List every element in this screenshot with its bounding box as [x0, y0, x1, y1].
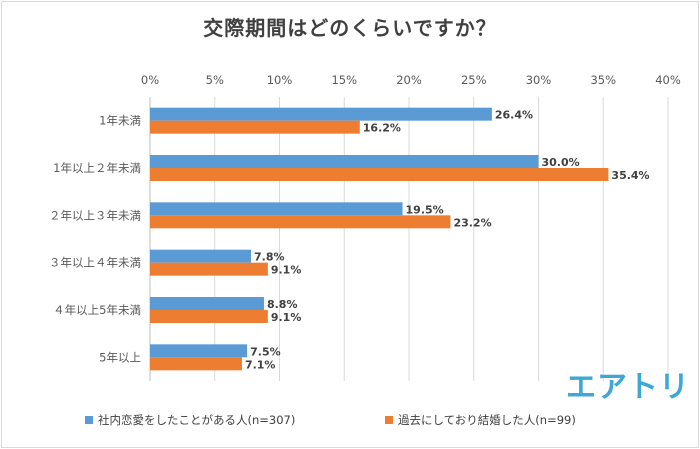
x-tick-label: 25%: [461, 73, 487, 87]
category-label: ３年以上４年未満: [49, 256, 141, 270]
bar: [150, 262, 268, 276]
bar: [150, 155, 539, 168]
category-label: 1年未満: [99, 114, 141, 128]
bar: [150, 120, 360, 134]
data-label: 7.8%: [254, 251, 285, 264]
legend-swatch-series-2: [385, 416, 393, 424]
chart-title: 交際期間はどのくらいですか？: [203, 16, 497, 40]
x-tick-label: 10%: [267, 73, 293, 87]
category-label: ２年以上３年未満: [49, 208, 141, 222]
category-label: 1年以上２年未満: [53, 161, 141, 175]
bar: [150, 297, 264, 310]
data-label: 35.4%: [611, 169, 649, 182]
x-tick-label: 30%: [526, 73, 552, 87]
legend-swatch-series-1: [85, 416, 93, 424]
x-tick-label: 0%: [141, 73, 159, 87]
x-tick-label: 20%: [396, 73, 422, 87]
data-label: 7.1%: [245, 358, 276, 371]
x-tick-label: 35%: [590, 73, 616, 87]
legend-item-series-2: 過去にしており結婚した人(n=99): [385, 412, 576, 428]
legend-item-series-1: 社内恋愛をしたことがある人(n=307): [85, 412, 295, 428]
x-tick-label: 5%: [206, 73, 224, 87]
data-label: 9.1%: [271, 311, 302, 324]
data-label: 16.2%: [363, 122, 401, 135]
data-label: 8.8%: [267, 298, 298, 311]
bar: [150, 249, 252, 263]
data-label: 19.5%: [406, 203, 444, 216]
bar: [150, 168, 609, 181]
bar: [150, 107, 492, 121]
legend-label-series-1: 社内恋愛をしたことがある人(n=307): [98, 413, 296, 427]
bar: [150, 215, 451, 229]
data-label: 26.4%: [495, 109, 533, 122]
brand-logo: エアトリ: [566, 370, 690, 405]
data-label: 9.1%: [271, 264, 302, 277]
bar: [150, 344, 248, 358]
x-tick-label: 40%: [655, 73, 681, 87]
x-tick-label: 15%: [331, 73, 357, 87]
bar: [150, 357, 242, 371]
data-label: 30.0%: [542, 156, 580, 169]
category-label: ４年以上5年未満: [53, 303, 141, 317]
bar: [150, 202, 403, 216]
category-label: 5年以上: [99, 350, 141, 364]
bar: [150, 310, 268, 323]
legend-label-series-2: 過去にしており結婚した人(n=99): [398, 413, 576, 427]
data-label: 7.5%: [250, 345, 281, 358]
data-label: 23.2%: [453, 216, 491, 229]
